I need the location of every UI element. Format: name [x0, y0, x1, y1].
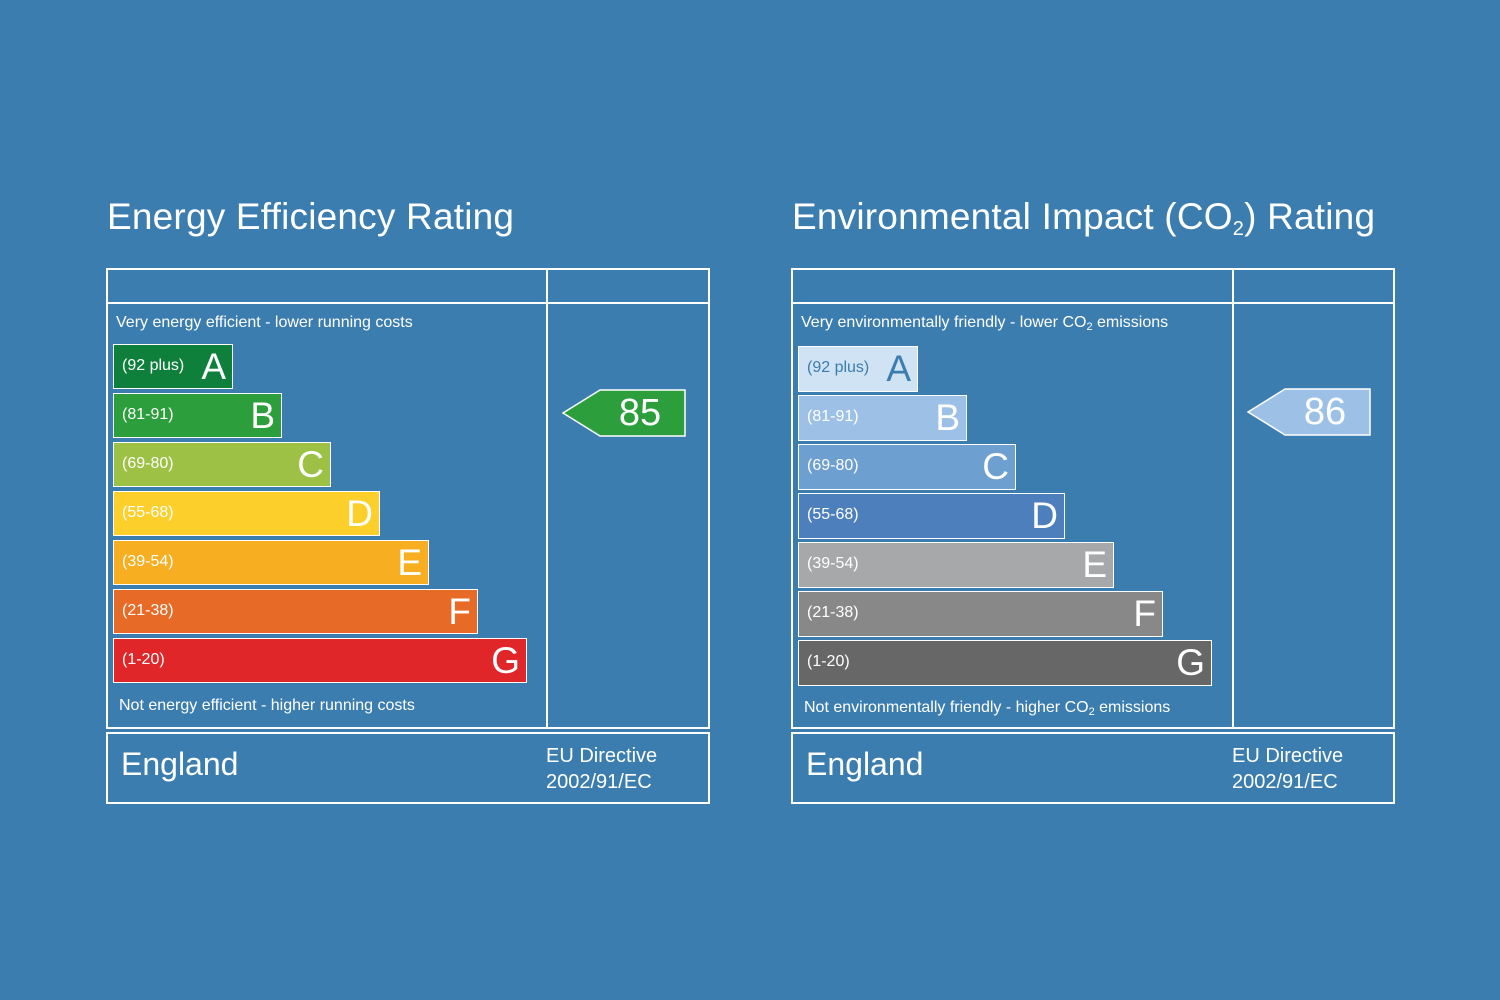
band-c: (69-80) C: [798, 444, 1016, 490]
column-divider: [546, 268, 548, 729]
band-letter: F: [1133, 593, 1156, 634]
band-f: (21-38) F: [113, 589, 478, 634]
directive-label: EU Directive 2002/91/EC: [1232, 743, 1343, 795]
band-range-label: (92 plus): [122, 357, 185, 374]
top-caption: Very energy efficient - lower running co…: [116, 314, 413, 331]
header-divider: [106, 302, 710, 304]
current-rating-arrow: 86: [1247, 388, 1371, 436]
band-letter: E: [397, 542, 422, 583]
band-range-label: (55-68): [122, 504, 174, 521]
band-range-label: (39-54): [807, 555, 859, 572]
current-rating-arrow: 85: [562, 389, 686, 437]
directive-line-1: EU Directive: [1232, 745, 1344, 767]
rating-arrow-shape: [1247, 388, 1371, 436]
current-rating-value: 85: [618, 392, 662, 434]
band-range-label: (39-54): [122, 553, 174, 570]
directive-label: EU Directive 2002/91/EC: [546, 743, 657, 795]
footer-frame: [106, 732, 710, 804]
band-letter: B: [250, 395, 275, 436]
band-d: (55-68) D: [798, 493, 1065, 539]
band-letter: D: [346, 493, 373, 534]
band-letter: B: [935, 397, 960, 438]
column-divider: [1232, 268, 1234, 729]
band-letter: A: [201, 346, 226, 387]
band-e: (39-54) E: [113, 540, 429, 585]
rating-frame: [791, 268, 1395, 729]
rating-frame: [106, 268, 710, 729]
band-f: (21-38) F: [798, 591, 1163, 637]
band-b: (81-91) B: [798, 395, 967, 441]
band-g: (1-20) G: [798, 640, 1212, 686]
band-letter: E: [1082, 544, 1107, 585]
band-range-label: (69-80): [807, 457, 859, 474]
bottom-caption: Not energy efficient - higher running co…: [119, 697, 415, 714]
band-a: (92 plus) A: [113, 344, 233, 389]
band-letter: F: [448, 591, 471, 632]
bottom-caption: Not environmentally friendly - higher CO…: [804, 699, 1171, 718]
band-letter: C: [982, 446, 1009, 487]
country-label: England: [121, 746, 239, 782]
chart-title: Energy Efficiency Rating: [107, 196, 515, 237]
band-range-label: (21-38): [122, 602, 174, 619]
band-c: (69-80) C: [113, 442, 331, 487]
band-letter: G: [491, 640, 520, 681]
directive-line-1: EU Directive: [546, 745, 658, 767]
band-range-label: (81-91): [807, 408, 859, 425]
band-b: (81-91) B: [113, 393, 282, 438]
footer-frame: [791, 732, 1395, 804]
directive-line-2: 2002/91/EC: [1232, 771, 1338, 793]
rating-arrow-polygon: [562, 389, 686, 437]
band-g: (1-20) G: [113, 638, 527, 683]
band-letter: D: [1031, 495, 1058, 536]
band-d: (55-68) D: [113, 491, 380, 536]
band-range-label: (21-38): [807, 604, 859, 621]
band-range-label: (81-91): [122, 406, 174, 423]
band-range-label: (55-68): [807, 506, 859, 523]
band-letter: C: [297, 444, 324, 485]
current-rating-value: 86: [1303, 391, 1347, 433]
rating-arrow-shape: [562, 389, 686, 437]
top-caption: Very environmentally friendly - lower CO…: [801, 314, 1169, 333]
band-letter: A: [886, 348, 911, 389]
band-range-label: (1-20): [807, 653, 850, 670]
band-e: (39-54) E: [798, 542, 1114, 588]
header-divider: [791, 302, 1395, 304]
directive-line-2: 2002/91/EC: [546, 771, 652, 793]
chart-title: Environmental Impact (CO2) Rating: [792, 196, 1376, 240]
rating-arrow-polygon: [1247, 388, 1371, 436]
energy-efficiency-panel: Energy Efficiency Rating Very energy eff…: [106, 0, 710, 1000]
country-label: England: [806, 746, 924, 782]
band-range-label: (69-80): [122, 455, 174, 472]
band-a: (92 plus) A: [798, 346, 918, 392]
band-letter: G: [1176, 642, 1205, 683]
environmental-impact-panel: Environmental Impact (CO2) Rating Very e…: [791, 0, 1395, 1000]
band-range-label: (92 plus): [807, 359, 870, 376]
band-range-label: (1-20): [122, 651, 165, 668]
